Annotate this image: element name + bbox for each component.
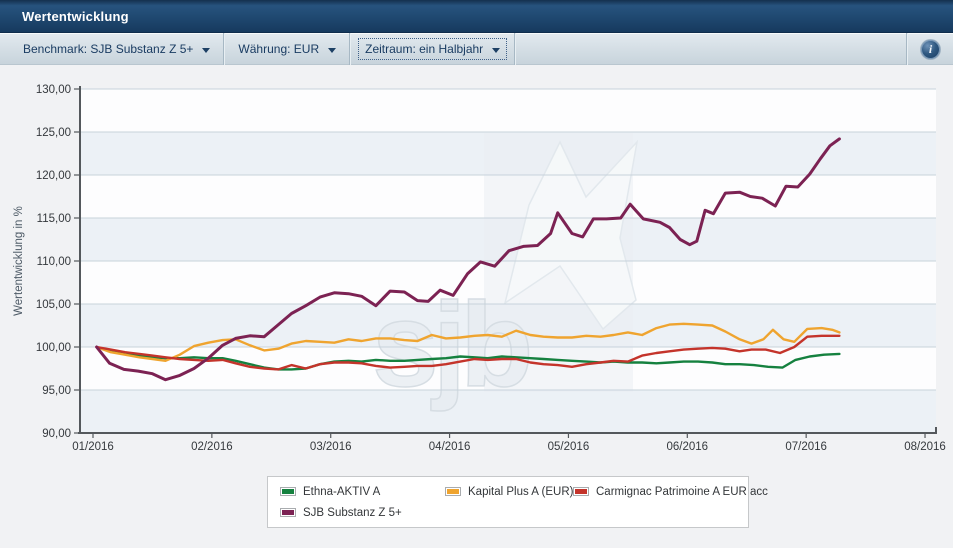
period-dropdown-label: Zeitraum: ein Halbjahr <box>365 42 484 56</box>
y-tick-label: 90,00 <box>42 428 71 440</box>
period-dropdown-focus-box: Zeitraum: ein Halbjahr <box>358 38 508 60</box>
series-line-2 <box>95 322 841 362</box>
legend-item[interactable]: Ethna-AKTIV A <box>280 481 445 502</box>
series-line-3 <box>95 334 841 371</box>
toolbar-spacer <box>516 33 906 65</box>
currency-dropdown-label: Währung: EUR <box>238 42 320 56</box>
chart-legend: Ethna-AKTIV A Kapital Plus A (EUR) Carmign… <box>267 476 768 528</box>
y-tick-label: 95,00 <box>42 385 71 397</box>
y-tick-label: 130,00 <box>36 84 71 96</box>
legend-label: SJB Substanz Z 5+ <box>303 506 402 519</box>
info-icon[interactable]: i <box>921 39 940 59</box>
benchmark-dropdown-label: Benchmark: SJB Substanz Z 5+ <box>23 42 194 56</box>
series-line-1 <box>95 345 841 371</box>
x-tick-label: 02/2016 <box>191 441 233 453</box>
benchmark-dropdown[interactable]: Benchmark: SJB Substanz Z 5+ <box>10 33 223 65</box>
chart-panel: sjb 90,00 95,00 100,00 105,00 110,00 115,00 120… <box>0 65 953 548</box>
x-tick-label: 07/2016 <box>785 441 827 453</box>
currency-dropdown[interactable]: Währung: EUR <box>225 33 349 65</box>
chevron-down-icon <box>202 47 211 53</box>
y-tick-label: 105,00 <box>36 299 71 311</box>
x-tick-label: 04/2016 <box>429 441 471 453</box>
toolbar-separator <box>349 33 352 65</box>
x-tick-label: 06/2016 <box>667 441 709 453</box>
window-titlebar: Wertentwicklung <box>0 0 953 33</box>
y-tick-label: 110,00 <box>37 256 71 268</box>
chevron-down-icon <box>328 47 337 53</box>
toolbar-separator <box>906 33 908 65</box>
legend-item[interactable]: Kapital Plus A (EUR) <box>445 481 573 502</box>
toolbar-separator <box>223 33 226 65</box>
legend-label: Carmignac Patrimoine A EUR acc <box>596 485 768 498</box>
legend-swatch <box>280 508 296 517</box>
legend-item[interactable]: SJB Substanz Z 5+ <box>280 502 445 523</box>
toolbar-info-area: i <box>908 33 953 65</box>
x-tick-label: 03/2016 <box>310 441 352 453</box>
y-tick-label: 125,00 <box>36 127 71 139</box>
series-lines <box>95 137 841 382</box>
x-tick-label: 05/2016 <box>548 441 590 453</box>
x-tick-label: 01/2016 <box>72 441 114 453</box>
axes <box>74 86 937 438</box>
legend-item[interactable]: Carmignac Patrimoine A EUR acc <box>573 481 768 502</box>
y-tick-label: 120,00 <box>36 170 71 182</box>
y-tick-label: 100,00 <box>36 342 71 354</box>
series-line-4 <box>95 137 841 382</box>
performance-chart: sjb 90,00 95,00 100,00 105,00 110,00 115,00 120… <box>13 84 946 453</box>
legend-label: Ethna-AKTIV A <box>303 485 381 498</box>
y-axis-title: Wertentwicklung in % <box>13 206 25 316</box>
toolbar: Benchmark: SJB Substanz Z 5+ Währung: EU… <box>0 33 953 65</box>
x-tick-label: 08/2016 <box>904 441 946 453</box>
y-tick-label: 115,00 <box>37 213 71 225</box>
legend-swatch <box>573 487 589 496</box>
svg-text:sjb: sjb <box>372 278 529 412</box>
axis-labels: 90,00 95,00 100,00 105,00 110,00 115,00 120,00… <box>13 84 946 453</box>
period-dropdown[interactable]: Zeitraum: ein Halbjahr <box>351 33 514 65</box>
legend-label: Kapital Plus A (EUR) <box>468 485 574 498</box>
toolbar-separator <box>514 33 517 65</box>
legend-swatch <box>445 487 461 496</box>
legend-swatch <box>280 487 296 496</box>
chevron-down-icon <box>492 47 501 53</box>
page-title: Wertentwicklung <box>22 8 129 24</box>
